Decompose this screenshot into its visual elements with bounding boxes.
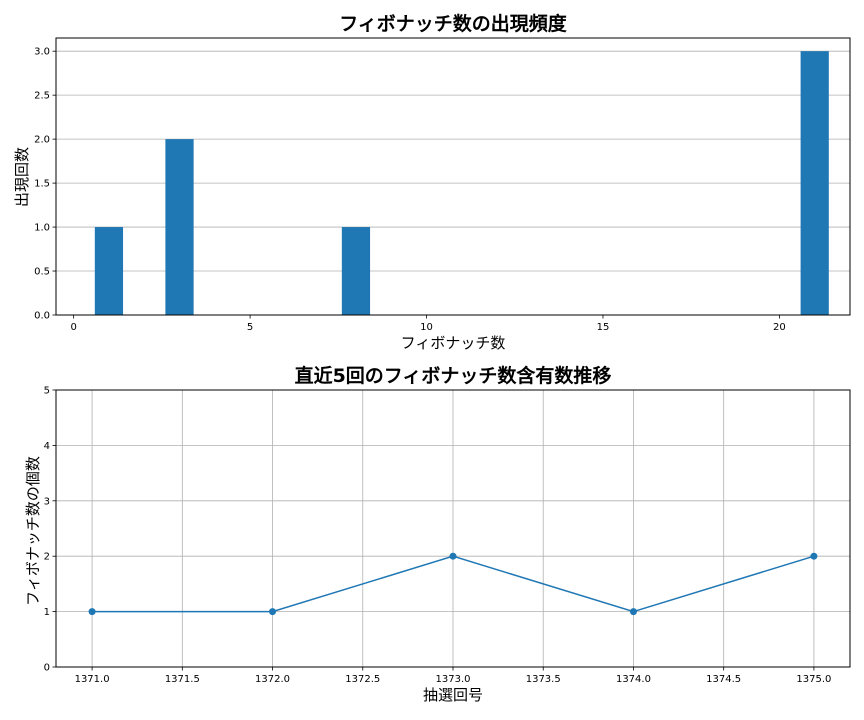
line-chart-series	[88, 552, 818, 616]
line-chart-y-tick-label: 1	[44, 607, 50, 618]
line-chart-y-tick-label: 4	[44, 441, 50, 452]
bar-chart-x-tick-label: 20	[773, 322, 786, 333]
bar-chart-x-tick-label: 5	[247, 322, 253, 333]
bar	[94, 227, 124, 315]
data-point	[269, 608, 277, 616]
line-chart-x-tick-label: 1374.0	[616, 674, 651, 685]
data-point	[88, 608, 96, 616]
bar-chart-title: フィボナッチ数の出現頻度	[339, 12, 568, 35]
line-chart-y-tick-label: 0	[44, 663, 50, 674]
line-chart-y-axis-label: フィボナッチ数の個数	[24, 456, 42, 606]
line-chart-title: 直近5回のフィボナッチ数含有数推移	[295, 364, 612, 387]
bar-chart-y-tick-label: 3.0	[34, 47, 50, 58]
bar	[341, 227, 371, 315]
bar-chart-y-tick-label: 0.0	[34, 311, 50, 322]
bar-chart-bars	[94, 51, 829, 315]
line-chart-y-tick-label: 2	[44, 552, 50, 563]
bar	[800, 51, 829, 315]
bar-chart-y-ticks: 0.0 0.5 1.0 1.5 2.0 2.5 3.0	[34, 47, 56, 322]
line-chart-y-tick-label: 3	[44, 496, 50, 507]
bar-chart-y-tick-label: 0.5	[34, 267, 50, 278]
line-chart-x-tick-label: 1372.0	[255, 674, 290, 685]
bar-chart-x-tick-label: 0	[70, 322, 76, 333]
data-point	[810, 552, 818, 560]
line-chart-x-tick-label: 1373.5	[526, 674, 561, 685]
bar-chart-y-tick-label: 1.0	[34, 223, 50, 234]
line-chart-x-axis-label: 抽選回号	[423, 686, 483, 704]
bar-chart-y-axis-label: 出現回数	[13, 147, 31, 207]
data-point	[629, 608, 637, 616]
line-chart-x-tick-label: 1374.5	[706, 674, 741, 685]
line-chart-x-tick-label: 1372.5	[345, 674, 380, 685]
line-chart-x-tick-label: 1371.5	[165, 674, 200, 685]
line-chart-x-tick-label: 1375.0	[796, 674, 831, 685]
line-chart-x-ticks: 1371.0 1371.5 1372.0 1372.5 1373.0 1373.5 1374…	[75, 667, 831, 685]
line-chart-y-tick-label: 5	[44, 386, 50, 397]
line-chart: 1371.0 1371.5 1372.0 1372.5 1373.0 1373.5 1374…	[24, 364, 851, 704]
bar-chart-x-ticks: 0 5 10 15 20	[70, 315, 786, 333]
bar	[165, 139, 194, 315]
bar-chart-x-tick-label: 10	[420, 322, 433, 333]
bar-chart-plot-frame	[55, 37, 851, 316]
bar-chart-y-tick-label: 1.5	[34, 179, 50, 190]
bar-chart-y-tick-label: 2.0	[34, 135, 50, 146]
line-chart-x-tick-label: 1373.0	[436, 674, 471, 685]
bar-chart-y-tick-label: 2.5	[34, 91, 50, 102]
line-chart-gridlines	[56, 389, 850, 668]
bar-chart: 0 5 10 15 20 0.0 0.5 1.0 1.5 2.0 2.5 3.0 フィボナッチ数の出…	[13, 12, 851, 352]
bar-chart-x-tick-label: 15	[597, 322, 610, 333]
line-chart-x-tick-label: 1371.0	[75, 674, 110, 685]
line-chart-y-ticks: 0 1 2 3 4 5	[44, 386, 56, 674]
bar-chart-x-axis-label: フィボナッチ数	[401, 334, 506, 352]
data-point	[449, 552, 457, 560]
